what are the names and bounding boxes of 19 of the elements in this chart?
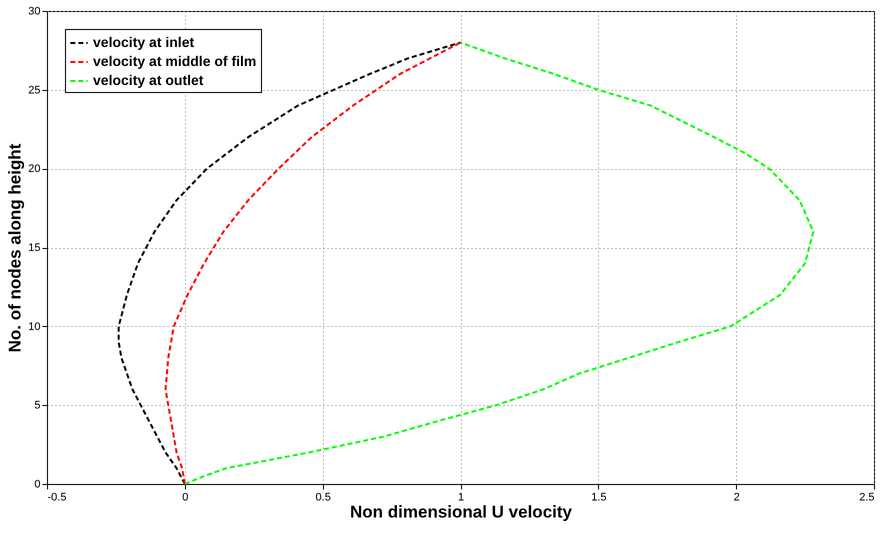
y-tick-label: 5	[34, 400, 40, 412]
y-axis-title: No. of nodes along height	[5, 143, 24, 352]
legend-label: velocity at middle of film	[93, 53, 256, 69]
x-tick-label: 0	[182, 492, 188, 504]
x-tick-label: 2.5	[859, 492, 874, 504]
x-tick-label: 1.5	[591, 492, 606, 504]
x-tick-label: 1	[458, 492, 464, 504]
y-tick-label: 0	[34, 478, 40, 490]
y-tick-label: 25	[28, 84, 40, 96]
y-tick-label: 15	[28, 242, 40, 254]
y-tick-label: 30	[28, 6, 40, 18]
legend-label: velocity at inlet	[93, 34, 194, 50]
legend-label: velocity at outlet	[93, 72, 204, 88]
x-axis-title: Non dimensional U velocity	[350, 502, 573, 522]
y-tick-label: 20	[28, 163, 40, 176]
x-tick-label: 0.5	[316, 492, 331, 504]
x-tick-label: -0.5	[48, 492, 66, 504]
y-tick-label: 10	[28, 320, 40, 333]
x-tick-label: 2	[734, 492, 740, 504]
